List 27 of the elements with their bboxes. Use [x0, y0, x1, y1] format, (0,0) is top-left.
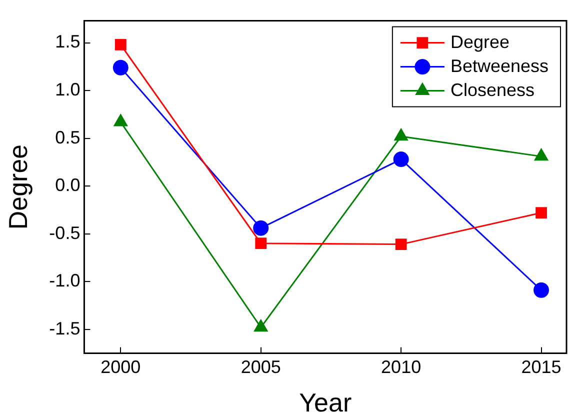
point — [112, 60, 128, 76]
y-tick-label: -0.5 — [49, 222, 80, 243]
y-tick-label: 0.0 — [55, 175, 80, 196]
x-tick-label: 2000 — [100, 356, 141, 377]
y-tick-label: -1.5 — [49, 318, 80, 338]
point — [534, 282, 550, 298]
point — [114, 114, 128, 126]
point — [114, 38, 126, 50]
y-axis-title: Degree — [2, 144, 33, 230]
point — [393, 152, 409, 168]
point — [255, 238, 267, 250]
y-tick-label: 0.5 — [55, 127, 80, 148]
point — [253, 220, 269, 236]
point — [534, 148, 548, 161]
x-tick-label: 2010 — [381, 356, 422, 377]
point — [394, 128, 408, 141]
y-tick-label: -1.0 — [49, 270, 80, 291]
legend-label: Closeness — [450, 80, 534, 100]
x-tick-label: 2005 — [240, 356, 281, 377]
legend-label: Betweeness — [450, 56, 549, 76]
y-tick-label: 1.0 — [55, 79, 80, 100]
x-tick-label: 2015 — [521, 356, 562, 377]
point — [395, 238, 407, 250]
x-axis-title: Year — [299, 388, 352, 418]
legend-label: Degree — [450, 32, 510, 52]
point — [536, 207, 547, 218]
y-tick-label: 1.5 — [55, 32, 80, 52]
